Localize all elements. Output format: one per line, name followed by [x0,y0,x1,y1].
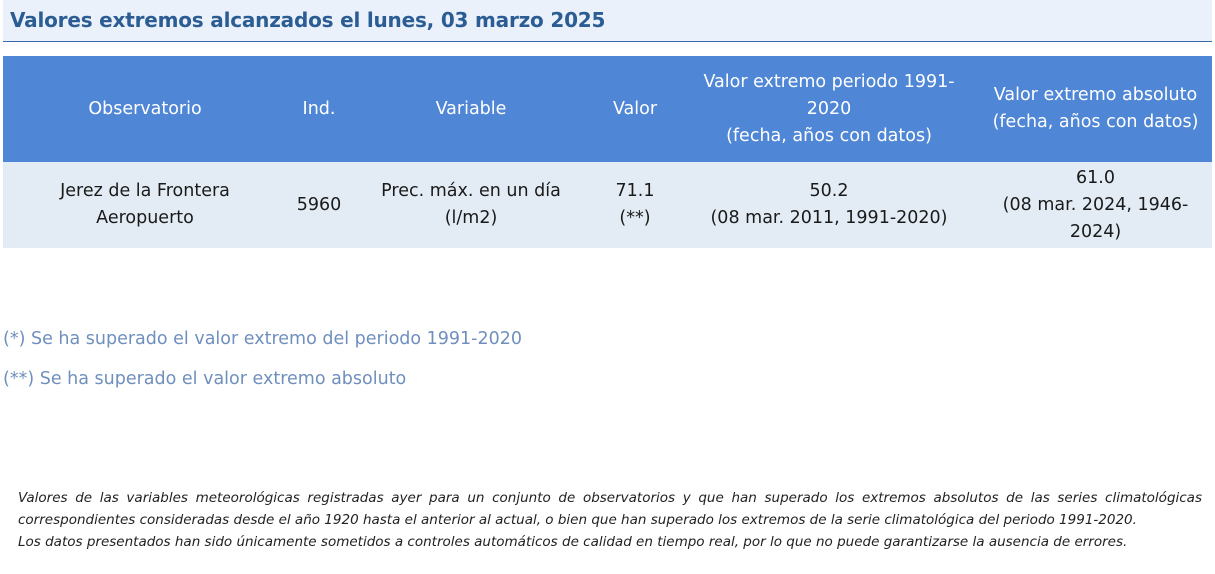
cell-line: 71.1 [615,181,655,201]
cell-line: (l/m2) [444,208,498,228]
header-valor: Valor [591,56,679,162]
title-bar: Valores extremos alcanzados el lunes, 03… [3,0,1212,42]
cell-line: (**) [619,208,651,228]
note-absolute-exceeded: (**) Se ha superado el valor extremo abs… [3,369,407,389]
extremes-table: Observatorio Ind. Variable Valor Valor e… [3,56,1212,248]
cell-line: (08 mar. 2011, 1991-2020) [710,208,948,228]
cell-variable: Prec. máx. en un día (l/m2) [351,162,591,248]
cell-line: Jerez de la Frontera [60,181,230,201]
page-title: Valores extremos alcanzados el lunes, 03… [10,8,606,32]
footer-line: Los datos presentados han sido únicament… [18,534,1128,550]
cell-valor: 71.1 (**) [591,162,679,248]
cell-line: Prec. máx. en un día [381,181,561,201]
cell-periodo: 50.2 (08 mar. 2011, 1991-2020) [679,162,979,248]
header-absoluto-line: (fecha, años con datos) [992,112,1199,132]
cell-observatorio: Jerez de la Frontera Aeropuerto [3,162,287,248]
cell-absoluto: 61.0 (08 mar. 2024, 1946- 2024) [979,162,1212,248]
note-period-exceeded: (*) Se ha superado el valor extremo del … [3,329,523,349]
table-row: Jerez de la Frontera Aeropuerto 5960 Pre… [3,162,1212,248]
cell-line: 2024) [1069,221,1122,242]
cell-line: Aeropuerto [96,208,194,228]
header-ind: Ind. [287,56,351,162]
cell-line: 50.2 [809,181,849,201]
header-periodo-line: 2020 [806,98,852,119]
header-periodo-line: (fecha, años con datos) [726,125,932,146]
header-absoluto-line: Valor extremo absoluto [993,85,1198,105]
cell-ind: 5960 [287,162,351,248]
table-header-row: Observatorio Ind. Variable Valor Valor e… [3,56,1212,162]
header-periodo-line: Valor extremo periodo 1991- [703,71,955,92]
cell-line: (08 mar. 2024, 1946- [1002,194,1189,215]
footer-disclaimer: Valores de las variables meteorológicas … [18,487,1202,553]
header-variable: Variable [351,56,591,162]
footer-line: correspondientes consideradas desde el a… [18,512,1137,528]
footer-line: Valores de las variables meteorológicas … [18,490,1202,506]
cell-line: 61.0 [1076,167,1115,188]
header-periodo: Valor extremo periodo 1991- 2020 (fecha,… [679,56,979,162]
header-absoluto: Valor extremo absoluto (fecha, años con … [979,56,1212,162]
header-observatorio: Observatorio [3,56,287,162]
